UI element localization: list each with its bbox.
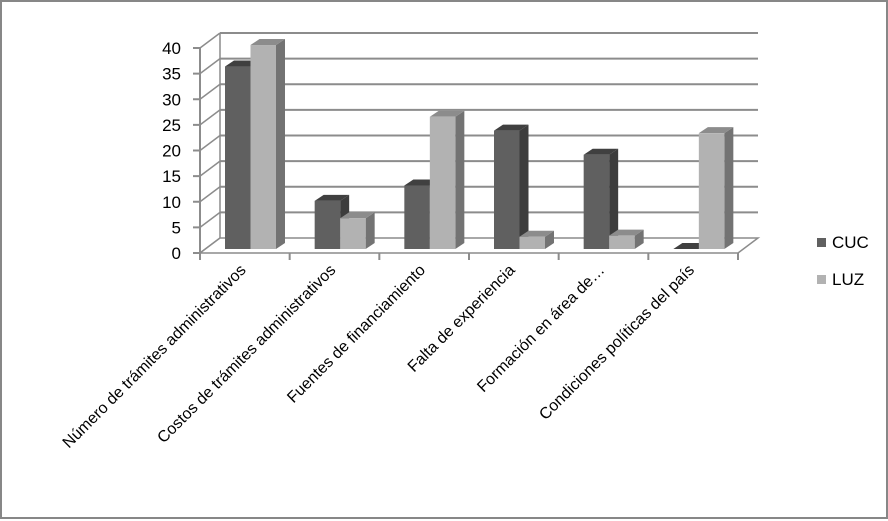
bar-luz — [609, 229, 644, 249]
x-category-label: Costos de trámites administrativos — [154, 262, 339, 447]
bar-top — [609, 229, 644, 236]
side-gridline — [199, 32, 221, 49]
legend: CUC LUZ — [817, 233, 869, 289]
legend-label-luz: LUZ — [832, 270, 864, 289]
y-tick-label: 35 — [162, 65, 181, 84]
legend-swatch-cuc — [817, 238, 826, 247]
y-tick-label: 30 — [162, 90, 181, 109]
bar-side — [545, 230, 554, 249]
side-gridline — [199, 83, 221, 100]
bar-front — [609, 235, 635, 249]
bar-cuc — [494, 124, 529, 249]
x-category-label: Condiciones políticas del país — [536, 262, 698, 424]
y-axis: 0 5 10 15 20 25 30 35 40 — [162, 39, 201, 263]
bar-front — [429, 116, 456, 250]
bar-luz — [519, 230, 554, 249]
bar-front — [250, 45, 276, 250]
bar-side — [609, 148, 619, 249]
y-tick-label: 15 — [162, 167, 181, 186]
bar-luz — [250, 39, 285, 250]
bar-front — [314, 200, 341, 249]
side-gridline — [199, 186, 221, 203]
y-tick-label: 40 — [162, 39, 181, 58]
legend-swatch-luz — [817, 275, 826, 284]
bar-top — [429, 110, 465, 117]
y-tick-label: 20 — [162, 142, 181, 161]
y-tick-label: 0 — [172, 244, 181, 263]
legend-label-cuc: CUC — [832, 233, 869, 252]
bar-side — [724, 127, 734, 249]
y-tick-label: 10 — [162, 193, 181, 212]
side-gridline — [199, 211, 221, 228]
y-tick-label: 25 — [162, 116, 181, 135]
x-category-label: Número de trámites administrativos — [60, 262, 250, 452]
x-axis: Número de trámites administrativosCostos… — [60, 253, 739, 452]
side-gridline — [199, 134, 221, 152]
bar-top — [340, 212, 375, 219]
bar-top — [314, 194, 350, 201]
bar-front — [494, 130, 520, 249]
bar-side — [519, 124, 529, 249]
bar-side — [455, 110, 465, 250]
bar-series — [225, 39, 734, 250]
bar-top — [698, 127, 734, 134]
bar-cuc — [583, 148, 619, 249]
side-gridline — [199, 160, 221, 177]
bar-top — [519, 230, 554, 237]
bar-top — [583, 148, 619, 155]
bar-luz — [340, 212, 375, 249]
bar-side — [634, 229, 644, 249]
bar-front — [340, 218, 366, 249]
bar-top — [494, 124, 529, 131]
bar-luz — [698, 127, 734, 249]
side-gridline — [199, 58, 221, 75]
y-tick-label: 5 — [172, 218, 181, 237]
bar-front — [225, 66, 251, 249]
bar-front — [519, 236, 545, 249]
bar-side — [276, 39, 285, 250]
side-gridline — [199, 109, 221, 126]
bar-side — [365, 212, 375, 249]
bar-front — [583, 154, 610, 249]
bar-front — [404, 185, 430, 249]
bar-front — [698, 133, 725, 249]
bar-top — [250, 39, 285, 46]
bar-luz — [429, 110, 465, 250]
